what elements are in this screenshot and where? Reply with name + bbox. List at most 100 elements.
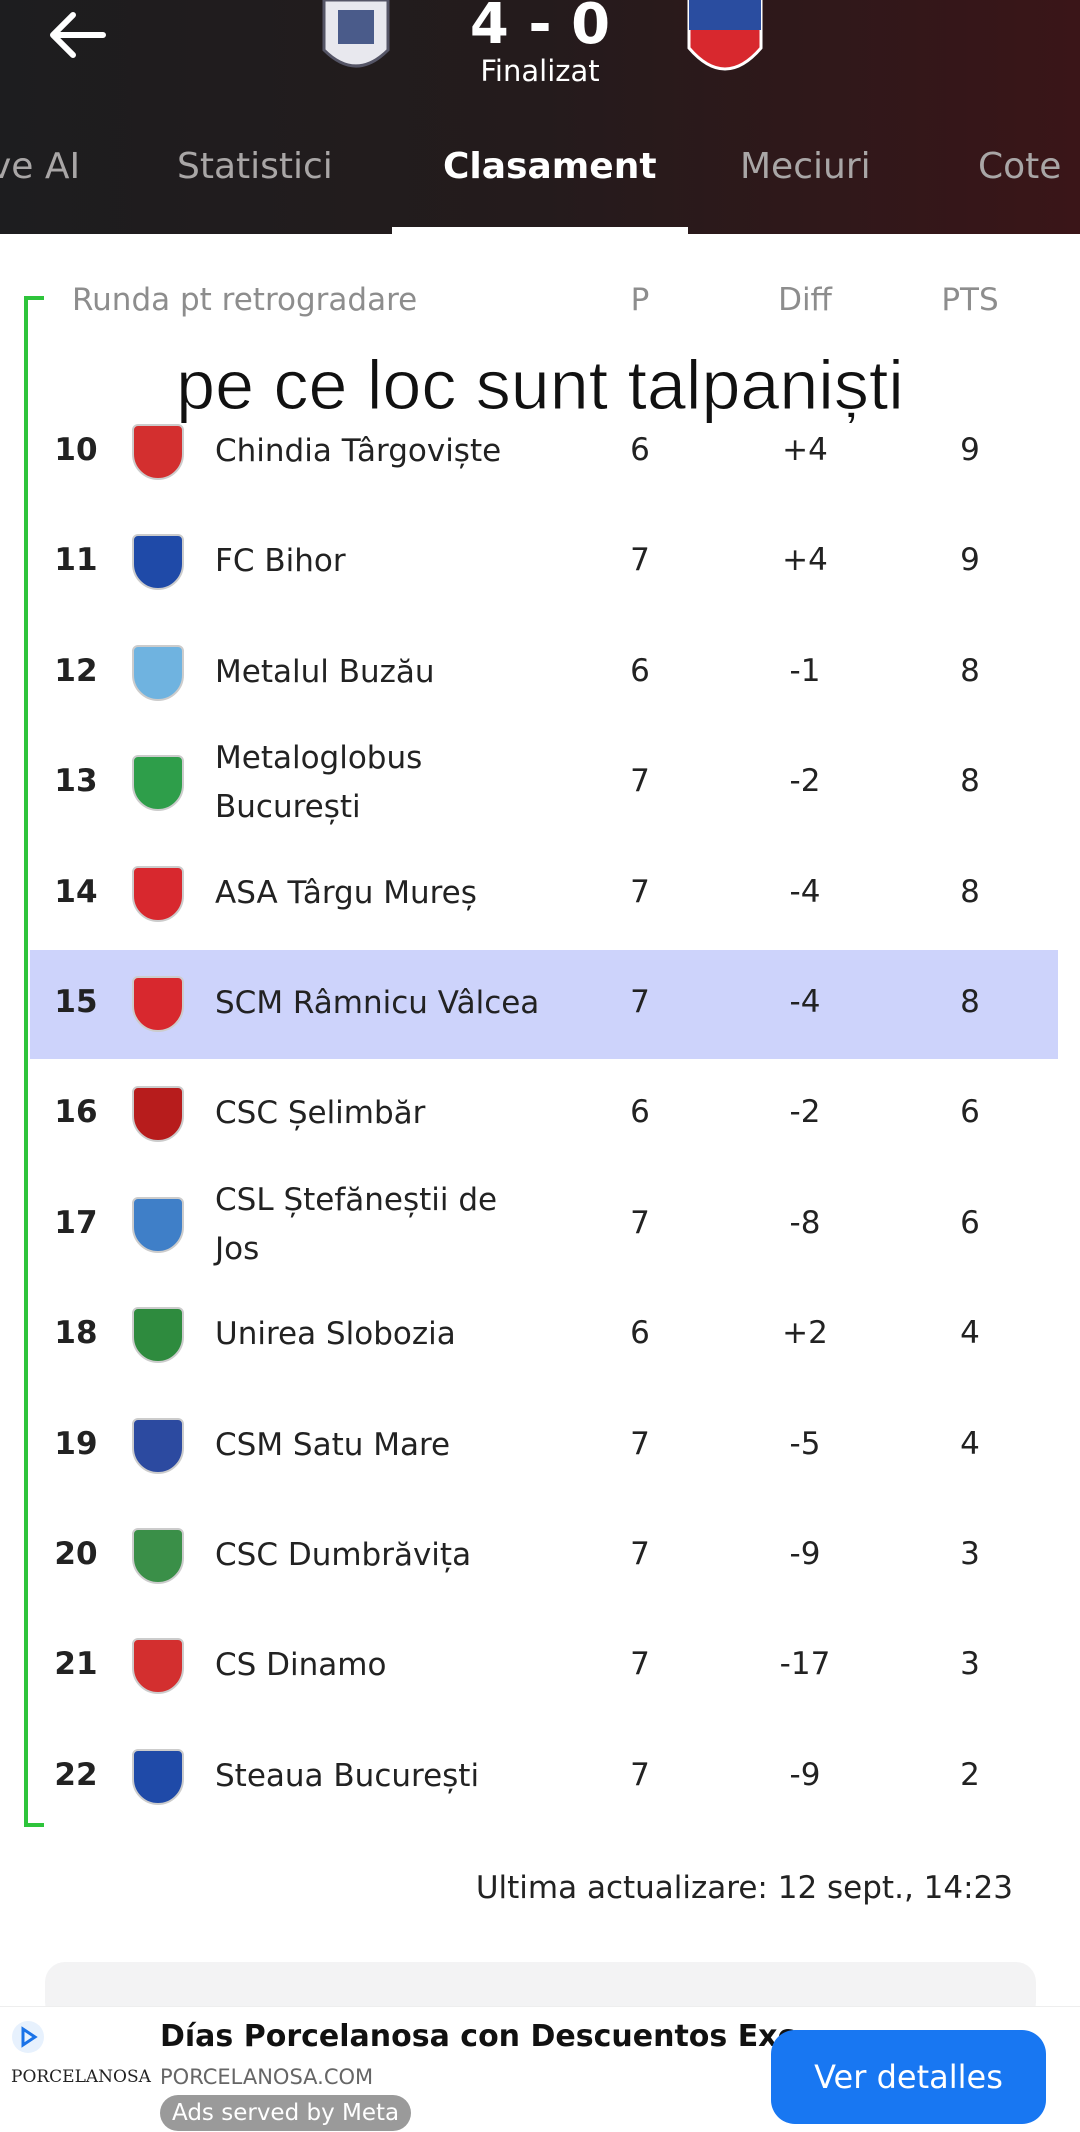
team-logo [132, 1086, 184, 1143]
stat-cell: 7 [630, 1536, 650, 1572]
stat-cell: 7 [630, 763, 650, 800]
team-logo [132, 1196, 184, 1253]
stat-cell: 7 [630, 542, 650, 579]
stat-cell: -5 [789, 1425, 821, 1462]
team-name[interactable]: Metalul Buzău [215, 653, 435, 690]
stat-cell: 7 [630, 1204, 650, 1241]
team-logo [132, 976, 184, 1032]
back-button[interactable] [45, 10, 109, 60]
stat-cell: -9 [789, 1756, 821, 1793]
team-name[interactable]: CSC Șelimbăr [215, 1095, 426, 1132]
team-name[interactable]: Unirea Slobozia [215, 1316, 456, 1353]
team-logo [132, 534, 184, 591]
team-name[interactable]: Steaua București [215, 1757, 480, 1794]
stat-cell: 3 [960, 1536, 980, 1572]
position: 13 [54, 763, 98, 800]
stat-cell: 6 [630, 432, 650, 468]
stat-cell: -1 [789, 652, 821, 689]
column-header: PTS [941, 282, 999, 318]
team-logo [132, 424, 184, 480]
ad-attribution: Ads served by Meta [160, 2095, 412, 2131]
zone-bracket-bottom [24, 1823, 44, 1827]
ad-icon [12, 2021, 44, 2053]
overlay-caption: pe ce loc sunt talpaniști [176, 346, 905, 425]
position: 15 [54, 984, 98, 1020]
team-name[interactable]: Chindia Târgoviște [215, 433, 502, 469]
stat-cell: +2 [782, 1315, 828, 1352]
ad-button[interactable]: Ver detalles [771, 2030, 1046, 2124]
position: 20 [54, 1536, 98, 1572]
position: 19 [54, 1425, 98, 1462]
column-header: P [630, 282, 650, 318]
team-name[interactable]: FC Bihor [215, 543, 346, 580]
position: 21 [54, 1646, 98, 1683]
stat-cell: -9 [789, 1536, 821, 1572]
group-title: Runda pt retrogradare [72, 282, 418, 318]
tab[interactable]: Statistici [177, 146, 333, 187]
team-logo [132, 1417, 184, 1474]
team-name[interactable]: CSC Dumbrăvița [215, 1537, 472, 1573]
position: 17 [54, 1204, 98, 1241]
stat-cell: 8 [960, 652, 980, 689]
team-logo [132, 1528, 184, 1584]
position: 12 [54, 652, 98, 689]
updated-text: Ultima actualizare: 12 sept., 14:23 [475, 1870, 1013, 1906]
team-name[interactable]: SCM Râmnicu Vâlcea [215, 985, 540, 1021]
position: 22 [54, 1756, 98, 1793]
team-logo [132, 1638, 184, 1695]
away-logo [687, 0, 763, 71]
team-name[interactable]: CS Dinamo [215, 1647, 387, 1684]
stat-cell: 7 [630, 984, 650, 1020]
stat-cell: 6 [960, 1094, 980, 1131]
team-logo [132, 865, 184, 922]
tab[interactable]: Cote [978, 146, 1062, 187]
team-name[interactable]: CSL Ștefăneștii de Jos [215, 1181, 498, 1267]
stat-cell: 4 [960, 1425, 980, 1462]
team-name[interactable]: ASA Târgu Mureș [215, 874, 477, 911]
team-name[interactable]: CSM Satu Mare [215, 1426, 451, 1463]
stat-cell: 9 [960, 432, 980, 468]
team-logo [132, 1748, 184, 1805]
stat-cell: 8 [960, 984, 980, 1020]
position: 10 [54, 432, 98, 468]
stat-cell: 6 [630, 652, 650, 689]
position: 14 [54, 873, 98, 910]
match-header: 4 - 0 Finalizat ve AI Statistici Clasament… [0, 0, 1080, 234]
team-logo [132, 755, 184, 812]
stat-cell: 7 [630, 1756, 650, 1793]
stat-cell: -4 [789, 984, 821, 1020]
stat-cell: -2 [789, 1094, 821, 1131]
team-name[interactable]: Metaloglobus București [215, 740, 423, 826]
home-logo [322, 0, 390, 68]
tab[interactable]: Clasament [443, 146, 657, 187]
stat-cell: 9 [960, 542, 980, 579]
stat-cell: 7 [630, 1646, 650, 1683]
team-logo [132, 1307, 184, 1364]
ad-banner: PORCELANOSA Días Porcelanosa con Descuen… [0, 2006, 1080, 2132]
stat-cell: 7 [630, 873, 650, 910]
position: 11 [54, 542, 98, 579]
highlight-row [30, 950, 1058, 1059]
stat-cell: 3 [960, 1646, 980, 1683]
stat-cell: +4 [782, 542, 828, 579]
match-status: Finalizat [480, 54, 600, 88]
tab[interactable]: ve AI [0, 146, 81, 187]
stat-cell: +4 [782, 432, 828, 468]
score: 4 - 0 [469, 0, 611, 57]
ad-url: PORCELANOSA.COM [160, 2065, 374, 2089]
stat-cell: 6 [960, 1204, 980, 1241]
zone-bracket [24, 296, 28, 1827]
active-tab-indicator [392, 227, 688, 234]
stat-cell: -17 [779, 1646, 831, 1683]
stat-cell: 2 [960, 1756, 980, 1793]
stat-cell: 8 [960, 763, 980, 800]
team-logo [132, 644, 184, 701]
stat-cell: 7 [630, 1425, 650, 1462]
tab[interactable]: Meciuri [740, 146, 871, 187]
stat-cell: -8 [789, 1204, 821, 1241]
stat-cell: -4 [789, 873, 821, 910]
column-header: Diff [778, 282, 832, 318]
stat-cell: 6 [630, 1315, 650, 1352]
ad-title[interactable]: Días Porcelanosa con Descuentos Exc... [160, 2019, 830, 2054]
